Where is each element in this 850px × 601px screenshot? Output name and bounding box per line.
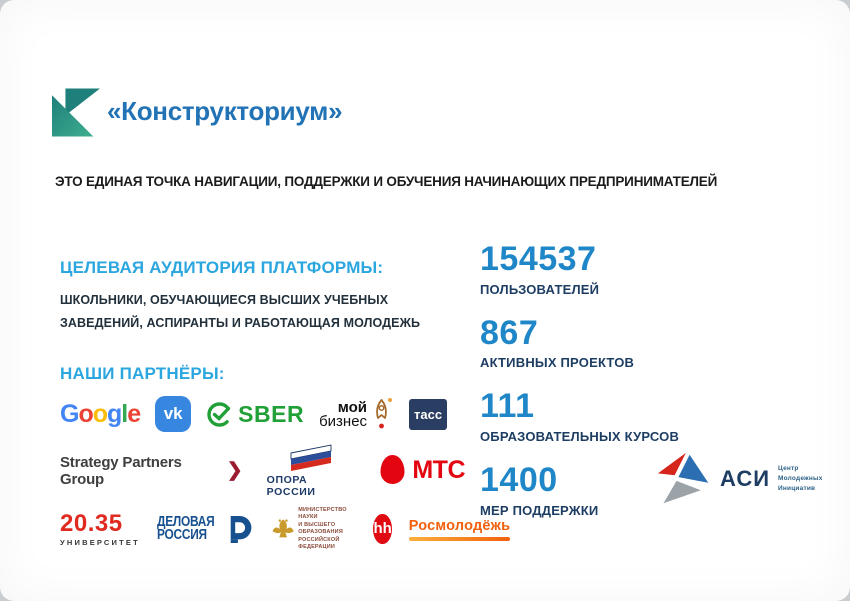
moy-biznes-rocket-icon [376, 398, 393, 429]
rosmolodezh-logo: Росмолодёжь [408, 517, 511, 541]
tass-logo: тасс [409, 398, 448, 430]
google-letter: G [60, 399, 79, 428]
university-2035-number: 20.35 [60, 510, 123, 538]
stats-column: 154537 ПОЛЬЗОВАТЕЛЕЙ 867 АКТИВНЫХ ПРОЕКТ… [480, 240, 679, 537]
stat-users: 154537 ПОЛЬЗОВАТЕЛЕЙ [480, 240, 679, 297]
partners-row-1: Google vk SBER мой бизнес [60, 396, 465, 432]
google-letter: o [78, 399, 93, 428]
ministry-eagle-icon [272, 519, 294, 538]
delovaya-rossiya-logo: ДЕЛОВАЯ РОССИЯ [157, 514, 255, 545]
moy-biznes-logo: мой бизнес [319, 396, 394, 432]
ministry-line3: РОССИЙСКОЙ ФЕДЕРАЦИИ [298, 536, 340, 551]
ministry-of-science-logo: МИНИСТЕРСТВО НАУКИ И ВЫСШЕГО ОБРАЗОВАНИЯ… [272, 507, 357, 552]
stat-support-measures-value: 1400 [480, 461, 558, 500]
opora-rossii-logo: ОПОРА РОССИИ [267, 443, 356, 498]
google-letter: e [127, 399, 141, 428]
slide-subtitle: ЭТО ЕДИНАЯ ТОЧКА НАВИГАЦИИ, ПОДДЕРЖКИ И … [55, 174, 718, 189]
google-letter: g [107, 399, 122, 428]
asi-caption-line2: Молодежных [778, 475, 823, 483]
left-column: ЦЕЛЕВАЯ АУДИТОРИЯ ПЛАТФОРМЫ: ШКОЛЬНИКИ, … [60, 258, 511, 552]
stat-active-projects-label: АКТИВНЫХ ПРОЕКТОВ [480, 355, 635, 371]
google-logo: Google [60, 399, 141, 428]
headhunter-label: hh [373, 519, 392, 537]
audience-description: ШКОЛЬНИКИ, ОБУЧАЮЩИЕСЯ ВЫСШИХ УЧЕБНЫХ ЗА… [60, 293, 421, 330]
moy-biznes-line1: мой [337, 399, 368, 416]
google-letter: o [92, 399, 108, 428]
stat-users-value: 154537 [480, 240, 597, 278]
rosmolodezh-underline [408, 536, 511, 541]
mts-label: МТС [412, 456, 465, 484]
opora-rossii-label: ОПОРА РОССИИ [266, 474, 316, 498]
ministry-line2: И ВЫСШЕГО ОБРАЗОВАНИЯ [298, 521, 343, 536]
sber-check-icon [207, 401, 232, 427]
stat-active-projects-value: 867 [480, 313, 539, 352]
konstruktorium-logo-icon [52, 88, 100, 137]
delovaya-line2: РОССИЯ [156, 527, 207, 544]
asi-abbr: АСИ [720, 466, 771, 491]
partners-heading: НАШИ ПАРТНЁРЫ: [60, 364, 225, 383]
mts-egg-icon [380, 455, 405, 484]
university-2035-caption: УНИВЕРСИТЕТ [60, 538, 140, 548]
tass-logo-label: тасс [414, 406, 443, 422]
opora-flag-icon [290, 444, 332, 471]
asi-caption-line1: Центр [778, 465, 799, 473]
stat-courses-value: 111 [480, 387, 535, 426]
mts-logo: МТС [379, 454, 465, 487]
vk-logo: vk [155, 396, 192, 432]
partners-row-2: Strategy Partners Group ❯ ОПОРА РОССИИ М… [60, 443, 465, 498]
ministry-line1: МИНИСТЕРСТВО НАУКИ [298, 507, 347, 521]
strategy-partners-label: Strategy Partners Group [60, 453, 182, 488]
stat-users-label: ПОЛЬЗОВАТЕЛЕЙ [480, 281, 600, 297]
asi-caption: Центр Молодежных Инициатив [778, 464, 823, 493]
google-letter: l [121, 399, 128, 428]
sber-logo: SBER [206, 401, 304, 428]
asi-caption-line3: Инициатив [778, 484, 816, 492]
strategy-partners-logo: Strategy Partners Group ❯ [60, 454, 243, 488]
delovaya-rossiya-text: ДЕЛОВАЯ РОССИЯ [156, 513, 215, 544]
sber-logo-label: SBER [238, 400, 305, 427]
delovaya-line1: ДЕЛОВАЯ [156, 513, 215, 530]
ministry-text: МИНИСТЕРСТВО НАУКИ И ВЫСШЕГО ОБРАЗОВАНИЯ… [298, 507, 356, 552]
strategy-partners-chevron-icon: ❯ [226, 460, 243, 481]
stat-courses-label: ОБРАЗОВАТЕЛЬНЫХ КУРСОВ [480, 429, 680, 445]
stat-courses: 111 ОБРАЗОВАТЕЛЬНЫХ КУРСОВ [480, 389, 679, 444]
university-2035-logo: 20.35 УНИВЕРСИТЕТ [60, 512, 140, 547]
rosmolodezh-label: Росмолодёжь [408, 517, 511, 534]
stat-support-measures: 1400 МЕР ПОДДЕРЖКИ [480, 461, 679, 518]
stat-active-projects: 867 АКТИВНЫХ ПРОЕКТОВ [480, 313, 679, 371]
audience-heading: ЦЕЛЕВАЯ АУДИТОРИЯ ПЛАТФОРМЫ: [60, 258, 384, 277]
vk-logo-label: vk [163, 404, 183, 423]
partners-row-3: 20.35 УНИВЕРСИТЕТ ДЕЛОВАЯ РОССИЯ [60, 507, 511, 552]
delovaya-d-icon [230, 515, 252, 543]
headhunter-logo: hh [373, 514, 392, 545]
moy-biznes-line2: бизнес [319, 413, 368, 431]
asi-pinwheel-icon [657, 452, 709, 504]
stat-support-measures-label: МЕР ПОДДЕРЖКИ [480, 502, 599, 518]
page-title: «Конструкториум» [107, 96, 343, 126]
asi-logo: АСИ Центр Молодежных Инициатив [656, 451, 823, 507]
moy-biznes-text: мой бизнес [319, 399, 368, 431]
